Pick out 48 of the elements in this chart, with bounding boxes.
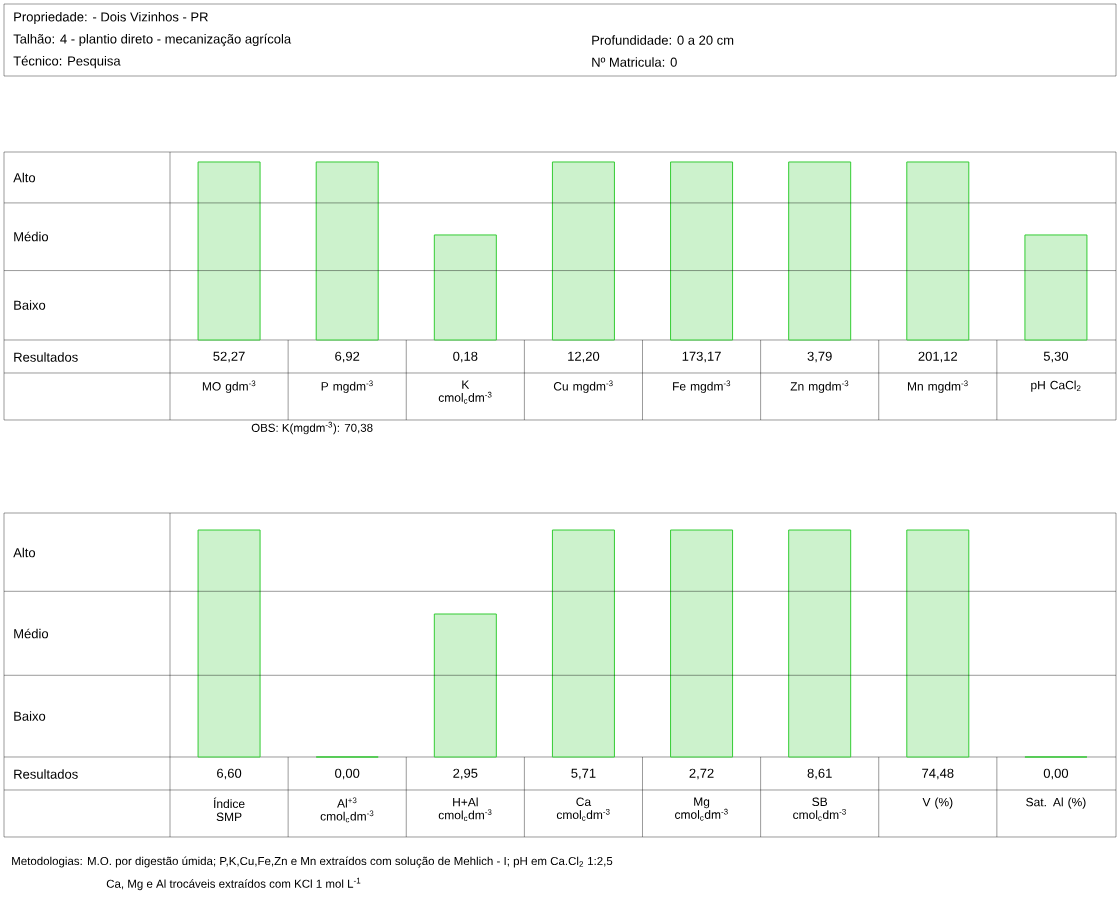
text: Profundidade: 0 a 20 cm — [592, 35, 734, 45]
x-tick-label: SB cmol$_{c}$dm$^{-3}$ — [793, 797, 846, 821]
x-tick-label: Zn mgdm$^{-3}$ — [790, 380, 849, 393]
text: OBS: K(mgdm$^{-3}$): 70,38 — [251, 421, 373, 435]
text: 74,48 — [922, 768, 954, 780]
x-tick-label: V (%) — [922, 797, 953, 809]
x-tick-label: Al$^{+3}$ cmol$_{c}$dm$^{-3}$ — [320, 797, 374, 823]
text: Metodologias: M.O. por digestão úmida; P,K,Cu,Fe,Zn e Mn extraídos com solução de Mehlich - I; pH em Ca.Cl$_{2}$ 1:2,5 — [12, 856, 613, 868]
x-tick-label: K cmol$_{c}$dm$^{-3}$ — [438, 380, 492, 404]
text: Alto — [13, 547, 36, 558]
text: 0,00 — [1043, 768, 1069, 780]
text: Ca, Mg e Al trocáveis extraídos com KCl 1 mol L$^{-1}$ — [106, 877, 361, 891]
text: Baixo — [14, 300, 46, 310]
text: 2,72 — [689, 768, 714, 780]
text: Propriedade: - Dois Vizinhos - PR — [14, 11, 208, 25]
text: 3,79 — [807, 351, 832, 363]
text: 5,30 — [1043, 351, 1069, 363]
text: Talhão: 4 - plantio direto - mecanização agrícola — [13, 33, 292, 47]
x-tick-label: Mn mgdm$^{-3}$ — [907, 380, 968, 393]
text: 5,71 — [571, 768, 596, 780]
text: 2,95 — [453, 768, 478, 780]
text: 8,61 — [807, 768, 832, 780]
text: 52,27 — [213, 351, 245, 363]
text: 6,92 — [335, 351, 360, 363]
text: Alto — [13, 172, 36, 183]
text: Baixo — [14, 711, 46, 721]
text: Técnico: Pesquisa — [13, 55, 121, 69]
x-tick-label: MO gdm$^{-3}$ — [202, 380, 256, 393]
text: 173,17 — [682, 351, 721, 363]
text: 201,12 — [918, 351, 958, 363]
x-tick-label: pH CaCl$_{2}$ — [1031, 380, 1081, 392]
text: 6,60 — [217, 768, 242, 780]
text: Resultados — [14, 352, 78, 362]
x-tick-label: Fe mgdm$^{-3}$ — [673, 380, 731, 393]
x-tick-label: Mg cmol$_{c}$dm$^{-3}$ — [675, 797, 728, 821]
x-tick-label: Cu mgdm$^{-3}$ — [553, 380, 613, 393]
x-tick-label: Ca cmol$_{c}$dm$^{-3}$ — [556, 797, 610, 821]
x-tick-label: Índice SMP — [213, 797, 245, 822]
text: Médio — [14, 231, 49, 242]
text: Resultados — [14, 769, 78, 779]
text: Médio — [14, 628, 49, 639]
x-tick-label: H+Al cmol$_{c}$dm$^{-3}$ — [438, 797, 492, 822]
x-tick-label: Sat. Al (%) — [1026, 797, 1086, 809]
text: 0,18 — [453, 351, 478, 363]
text: Nº Matricula: 0 — [592, 57, 677, 67]
text: 0,00 — [335, 768, 360, 780]
x-tick-label: P mgdm$^{-3}$ — [321, 380, 373, 393]
text: 12,20 — [568, 351, 600, 363]
